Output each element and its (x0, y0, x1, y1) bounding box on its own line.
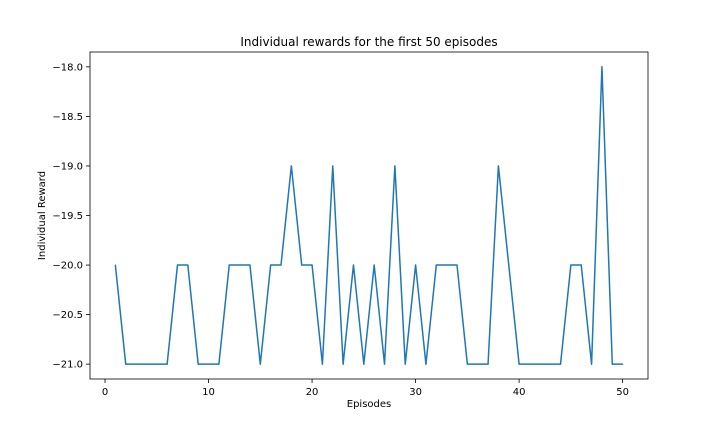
y-tick-label: −18.5 (52, 112, 83, 123)
data-point (332, 165, 334, 167)
data-point (518, 363, 520, 365)
data-point (218, 363, 220, 365)
data-point (176, 264, 179, 266)
data-point (497, 165, 500, 167)
y-tick-label: −21.0 (52, 360, 83, 371)
x-axis-label: Episodes (347, 399, 391, 410)
data-point (425, 363, 427, 365)
data-point (125, 363, 127, 365)
data-point (456, 264, 458, 266)
data-point (539, 363, 541, 365)
x-tick-label: 50 (616, 387, 629, 398)
data-point (114, 264, 116, 266)
x-tick-label: 10 (202, 387, 215, 398)
data-point (187, 264, 189, 266)
data-point (570, 264, 572, 266)
data-point (135, 363, 137, 365)
data-point (166, 363, 168, 365)
y-tick-label: −19.5 (52, 211, 83, 222)
data-point (528, 363, 531, 365)
data-point (321, 363, 324, 365)
x-tick-label: 30 (409, 387, 422, 398)
y-tick-label: −19.0 (52, 161, 83, 172)
data-point (363, 363, 365, 365)
data-point (601, 66, 603, 68)
x-tick-label: 20 (306, 387, 319, 398)
data-point (280, 264, 282, 266)
x-tick-label: 0 (102, 387, 108, 398)
data-point (622, 363, 624, 365)
x-axis: 0 10 20 30 40 50 (102, 379, 629, 398)
data-point (414, 264, 417, 266)
data-point (559, 363, 562, 365)
data-point (228, 264, 230, 266)
chart-title: Individual rewards for the first 50 epis… (240, 35, 497, 49)
data-point (145, 363, 148, 365)
data-point (446, 264, 448, 266)
data-point (352, 264, 355, 266)
series-line (114, 66, 623, 365)
data-point (156, 363, 158, 365)
data-point (435, 264, 437, 266)
data-point (249, 264, 251, 266)
x-tick-label: 40 (513, 387, 526, 398)
data-point (487, 363, 489, 365)
plot-area (114, 66, 624, 365)
y-tick-label: −20.0 (52, 261, 83, 272)
data-point (207, 363, 210, 365)
data-point (259, 363, 261, 365)
data-point (611, 363, 613, 365)
data-point (404, 363, 406, 365)
y-axis: −21.0 −20.5 −20.0 −19.5 −19.0 −18.5 −18.0 (52, 62, 90, 371)
data-point (270, 264, 272, 266)
plot-frame (89, 51, 649, 380)
y-tick-label: −20.5 (52, 310, 83, 321)
data-point (477, 363, 479, 365)
data-point (290, 165, 292, 167)
data-point (508, 264, 510, 266)
data-point (197, 363, 199, 365)
data-point (590, 363, 593, 365)
data-point (373, 264, 375, 266)
data-point (238, 264, 241, 266)
y-axis-label: Individual Reward (37, 171, 48, 260)
data-point (394, 165, 396, 167)
data-point (466, 363, 468, 365)
data-point (580, 264, 582, 266)
data-point (383, 363, 386, 365)
data-point (549, 363, 551, 365)
data-point (301, 264, 303, 266)
data-point (311, 264, 313, 266)
data-point (342, 363, 344, 365)
y-tick-label: −18.0 (52, 62, 83, 73)
